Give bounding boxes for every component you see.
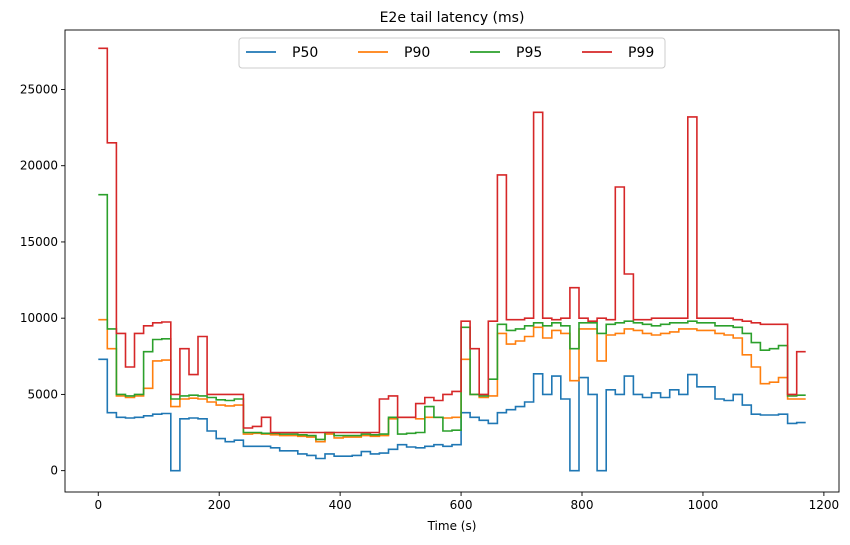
x-tick-label: 0 <box>94 498 102 512</box>
legend-label-p90: P90 <box>404 45 430 61</box>
legend-label-p50: P50 <box>292 45 318 61</box>
plot-frame <box>64 29 840 493</box>
x-tick-label: 800 <box>571 498 594 512</box>
y-tick-label: 10000 <box>20 311 58 325</box>
x-tick-label: 400 <box>329 498 352 512</box>
legend-label-p99: P99 <box>628 45 654 61</box>
series-line-p99 <box>98 47 806 434</box>
y-tick-label: 20000 <box>20 159 58 173</box>
y-tick-label: 15000 <box>20 235 58 249</box>
series-layer <box>98 47 806 472</box>
x-tick-label: 1200 <box>809 498 840 512</box>
x-tick-label: 600 <box>450 498 473 512</box>
series-line-p95 <box>98 193 806 441</box>
y-tick-label: 25000 <box>20 82 58 96</box>
x-axis: 0 200 400 600 800 1000 1200 <box>94 492 839 512</box>
chart-title: E2e tail latency (ms) <box>380 10 525 26</box>
legend-frame <box>238 37 666 69</box>
y-tick-label: 5000 <box>27 387 58 401</box>
legend-label-p95: P95 <box>516 45 542 61</box>
x-tick-label: 200 <box>208 498 231 512</box>
x-axis-label: Time (s) <box>427 519 477 533</box>
x-tick-label: 1000 <box>688 498 719 512</box>
y-axis: 0 5000 10000 15000 20000 25000 <box>20 82 65 478</box>
series-line-p50 <box>98 358 806 472</box>
y-tick-label: 0 <box>50 464 58 478</box>
legend: P50 P90 P95 P99 <box>238 37 666 69</box>
series-line-p90 <box>98 318 806 443</box>
